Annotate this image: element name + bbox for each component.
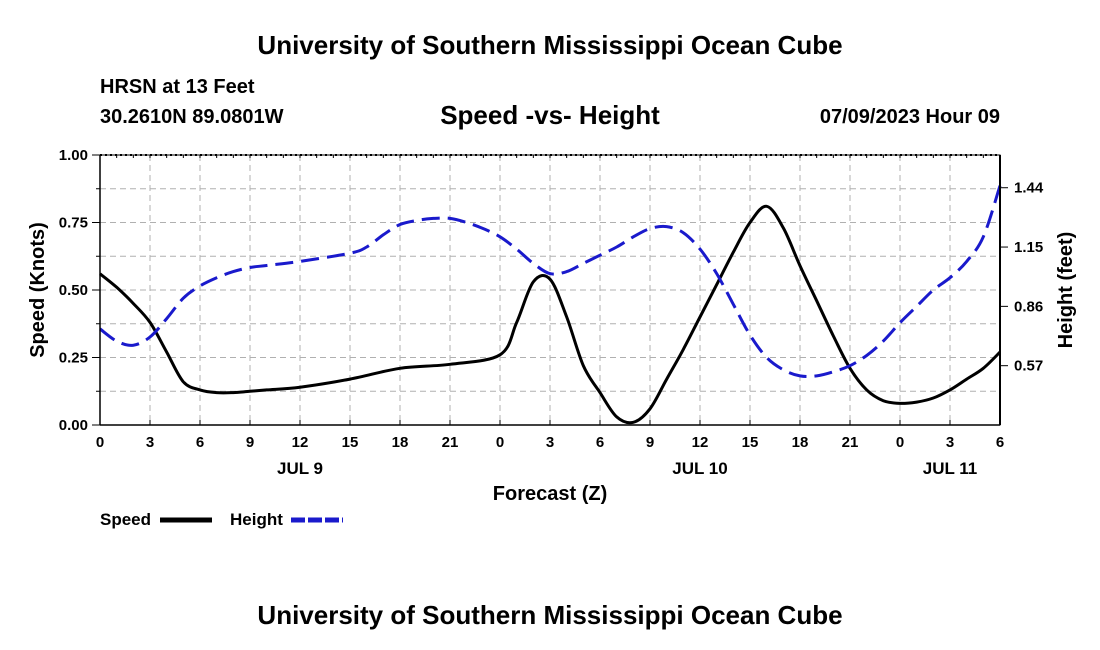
height-series-line [99, 185, 1002, 379]
station-label: HRSN at 13 Feet [100, 76, 255, 98]
x-tick-label: 0 [96, 434, 104, 451]
y2-axis-label: Height (feet) [1055, 232, 1077, 349]
day-label: JUL 9 [277, 459, 323, 478]
legend-label-height: Height [230, 510, 283, 529]
x-tick-label: 0 [496, 434, 504, 451]
grid-lines [100, 155, 1000, 425]
x-tick-label: 6 [196, 434, 204, 451]
legend-label-speed: Speed [100, 510, 151, 529]
x-tick-label: 6 [996, 434, 1004, 451]
main-title: University of Southern Mississippi Ocean… [257, 30, 843, 60]
y-tick-label: 0.75 [59, 215, 88, 232]
x-tick-label: 21 [442, 434, 459, 451]
day-label: JUL 10 [672, 459, 727, 478]
chart-subtitle: Speed -vs- Height [440, 100, 660, 130]
footer-title: University of Southern Mississippi Ocean… [257, 600, 843, 630]
y-tick-label: 0.00 [59, 417, 88, 434]
series-lines [99, 185, 1002, 425]
x-tick-label: 12 [292, 434, 309, 451]
axes: 0 3 6 9 12 15 18 21 0 3 6 9 12 15 18 21 0 3 6 JUL 9 JUL 10 JU… [59, 147, 1044, 478]
x-axis-label: Forecast (Z) [493, 483, 607, 505]
y2-tick-label: 1.15 [1014, 239, 1043, 256]
x-tick-label: 9 [246, 434, 254, 451]
x-tick-label: 6 [596, 434, 604, 451]
x-tick-label: 12 [692, 434, 709, 451]
x-tick-label: 3 [946, 434, 954, 451]
x-tick-label: 15 [342, 434, 359, 451]
x-tick-label: 9 [646, 434, 654, 451]
x-tick-label: 0 [896, 434, 904, 451]
y-tick-label: 1.00 [59, 147, 88, 164]
coordinates-label: 30.2610N 89.0801W [100, 106, 284, 128]
y2-tick-label: 0.57 [1014, 358, 1043, 375]
y2-tick-label: 1.44 [1014, 180, 1044, 197]
y2-tick-label: 0.86 [1014, 298, 1043, 315]
x-tick-label: 3 [546, 434, 554, 451]
legend: Speed Height [100, 510, 343, 529]
x-tick-label: 18 [792, 434, 809, 451]
y-tick-label: 0.50 [59, 282, 88, 299]
speed-series-line [99, 204, 1002, 425]
y-axis-label: Speed (Knots) [27, 222, 49, 358]
x-tick-label: 21 [842, 434, 859, 451]
x-tick-label: 15 [742, 434, 759, 451]
x-tick-label: 18 [392, 434, 409, 451]
y-tick-label: 0.25 [59, 350, 88, 367]
speed-height-chart: 0 3 6 9 12 15 18 21 0 3 6 9 12 15 18 21 0 3 6 JUL 9 JUL 10 JU… [27, 147, 1077, 529]
x-tick-label: 3 [146, 434, 154, 451]
day-label: JUL 11 [923, 459, 978, 478]
forecast-datetime: 07/09/2023 Hour 09 [819, 106, 1000, 128]
